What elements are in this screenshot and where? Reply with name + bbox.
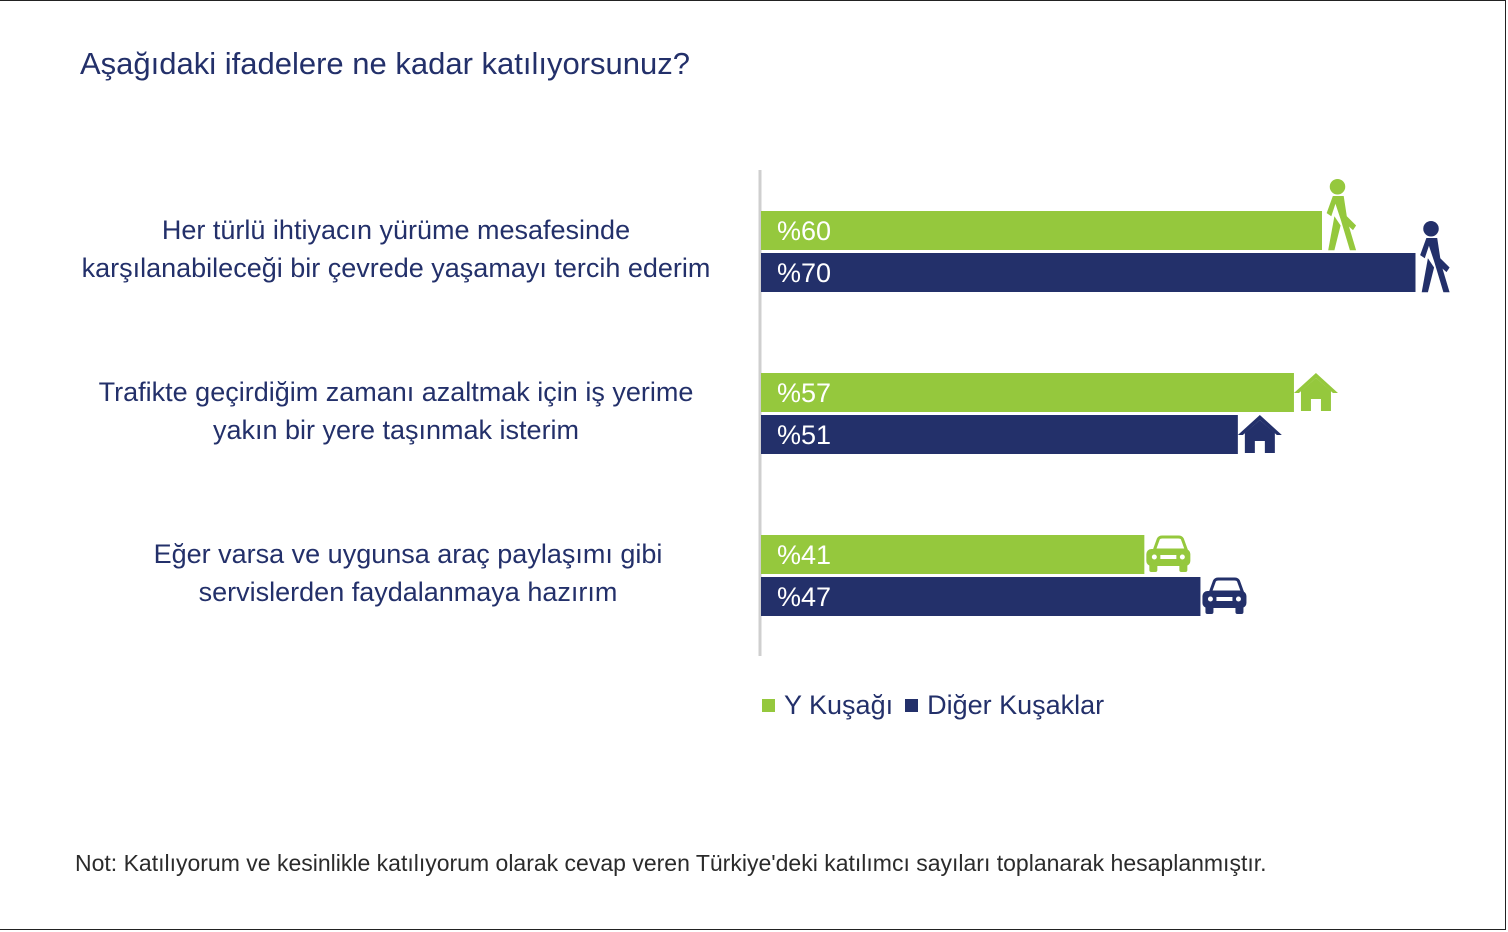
row-label-2-line-2: yakın bir yere taşınmak isterim bbox=[212, 415, 580, 445]
bar-row1-diger-kusaklar bbox=[761, 253, 1416, 292]
bar-value-label-row1-y-kusagi: %60 bbox=[777, 216, 831, 246]
row-label-3-line-1: Eğer varsa ve uygunsa araç paylaşımı gib… bbox=[153, 539, 663, 569]
row-label-1-line-1: Her türlü ihtiyacın yürüme mesafesinde bbox=[161, 215, 631, 245]
house-icon bbox=[1293, 373, 1338, 411]
bar-value-label-row3-y-kusagi: %41 bbox=[777, 540, 831, 570]
legend-item-y-kusagi: Y Kuşağı bbox=[762, 690, 893, 721]
footnote: Not: Katılıyorum ve kesinlikle katılıyor… bbox=[75, 850, 1267, 876]
bar-value-label-row3-diger-kusaklar: %47 bbox=[777, 582, 831, 612]
bar-value-label-row1-diger-kusaklar: %70 bbox=[777, 258, 831, 288]
legend: Y Kuşağı Diğer Kuşaklar bbox=[762, 690, 1116, 721]
walking-person-icon bbox=[1420, 221, 1450, 293]
legend-swatch-green bbox=[762, 699, 775, 712]
bar-row1-y-kusagi bbox=[761, 211, 1322, 250]
bar-row3-diger-kusaklar bbox=[761, 577, 1201, 616]
walking-person-icon bbox=[1326, 179, 1357, 251]
legend-item-diger-kusaklar: Diğer Kuşaklar bbox=[905, 690, 1104, 721]
bar-row3-y-kusagi bbox=[761, 535, 1145, 574]
legend-label-diger-kusaklar: Diğer Kuşaklar bbox=[927, 690, 1105, 720]
row-label-1: Her türlü ihtiyacın yürüme mesafesinde k… bbox=[40, 211, 752, 287]
legend-label-y-kusagi: Y Kuşağı bbox=[784, 690, 894, 720]
row-label-3-line-2: servislerden faydalanmaya hazırım bbox=[198, 577, 618, 607]
row-label-2: Trafikte geçirdiğim zamanı azaltmak için… bbox=[40, 373, 752, 449]
bar-row2-y-kusagi bbox=[761, 373, 1294, 412]
row-label-1-line-2: karşılanabileceği bir çevrede yaşamayı t… bbox=[81, 253, 711, 283]
row-label-3: Eğer varsa ve uygunsa araç paylaşımı gib… bbox=[72, 535, 744, 611]
car-icon bbox=[1202, 577, 1247, 614]
house-icon bbox=[1237, 415, 1282, 453]
legend-swatch-navy bbox=[905, 699, 919, 712]
chart-title: Aşağıdaki ifadelere ne kadar katılıyorsu… bbox=[80, 46, 691, 81]
bar-value-label-row2-y-kusagi: %57 bbox=[777, 378, 831, 408]
bar-value-label-row2-diger-kusaklar: %51 bbox=[777, 420, 831, 450]
row-label-2-line-1: Trafikte geçirdiğim zamanı azaltmak için… bbox=[98, 377, 694, 407]
bar-row2-diger-kusaklar bbox=[761, 415, 1238, 454]
car-icon bbox=[1146, 535, 1191, 572]
